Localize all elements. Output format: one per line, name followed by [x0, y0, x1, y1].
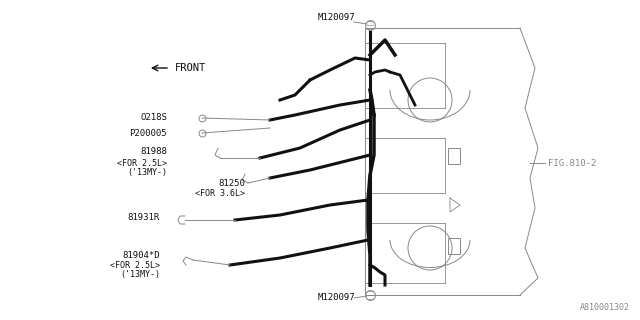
Text: P200005: P200005 — [129, 129, 167, 138]
Bar — [448, 238, 460, 254]
Text: ('13MY-): ('13MY-) — [127, 169, 167, 178]
Text: 81931R: 81931R — [128, 213, 160, 222]
Text: <FOR 3.6L>: <FOR 3.6L> — [195, 188, 245, 197]
Text: 81988: 81988 — [140, 148, 167, 156]
Text: <FOR 2.5L>: <FOR 2.5L> — [110, 260, 160, 269]
Text: M120097: M120097 — [317, 293, 355, 302]
Text: FIG.810-2: FIG.810-2 — [548, 158, 596, 167]
Text: 81250: 81250 — [218, 179, 245, 188]
Text: M120097: M120097 — [317, 13, 355, 22]
Text: A810001302: A810001302 — [580, 303, 630, 313]
Text: O218S: O218S — [140, 114, 167, 123]
Text: 81904*D: 81904*D — [122, 251, 160, 260]
Text: FRONT: FRONT — [175, 63, 206, 73]
Text: <FOR 2.5L>: <FOR 2.5L> — [117, 158, 167, 167]
Text: ('13MY-): ('13MY-) — [120, 270, 160, 279]
Bar — [448, 148, 460, 164]
